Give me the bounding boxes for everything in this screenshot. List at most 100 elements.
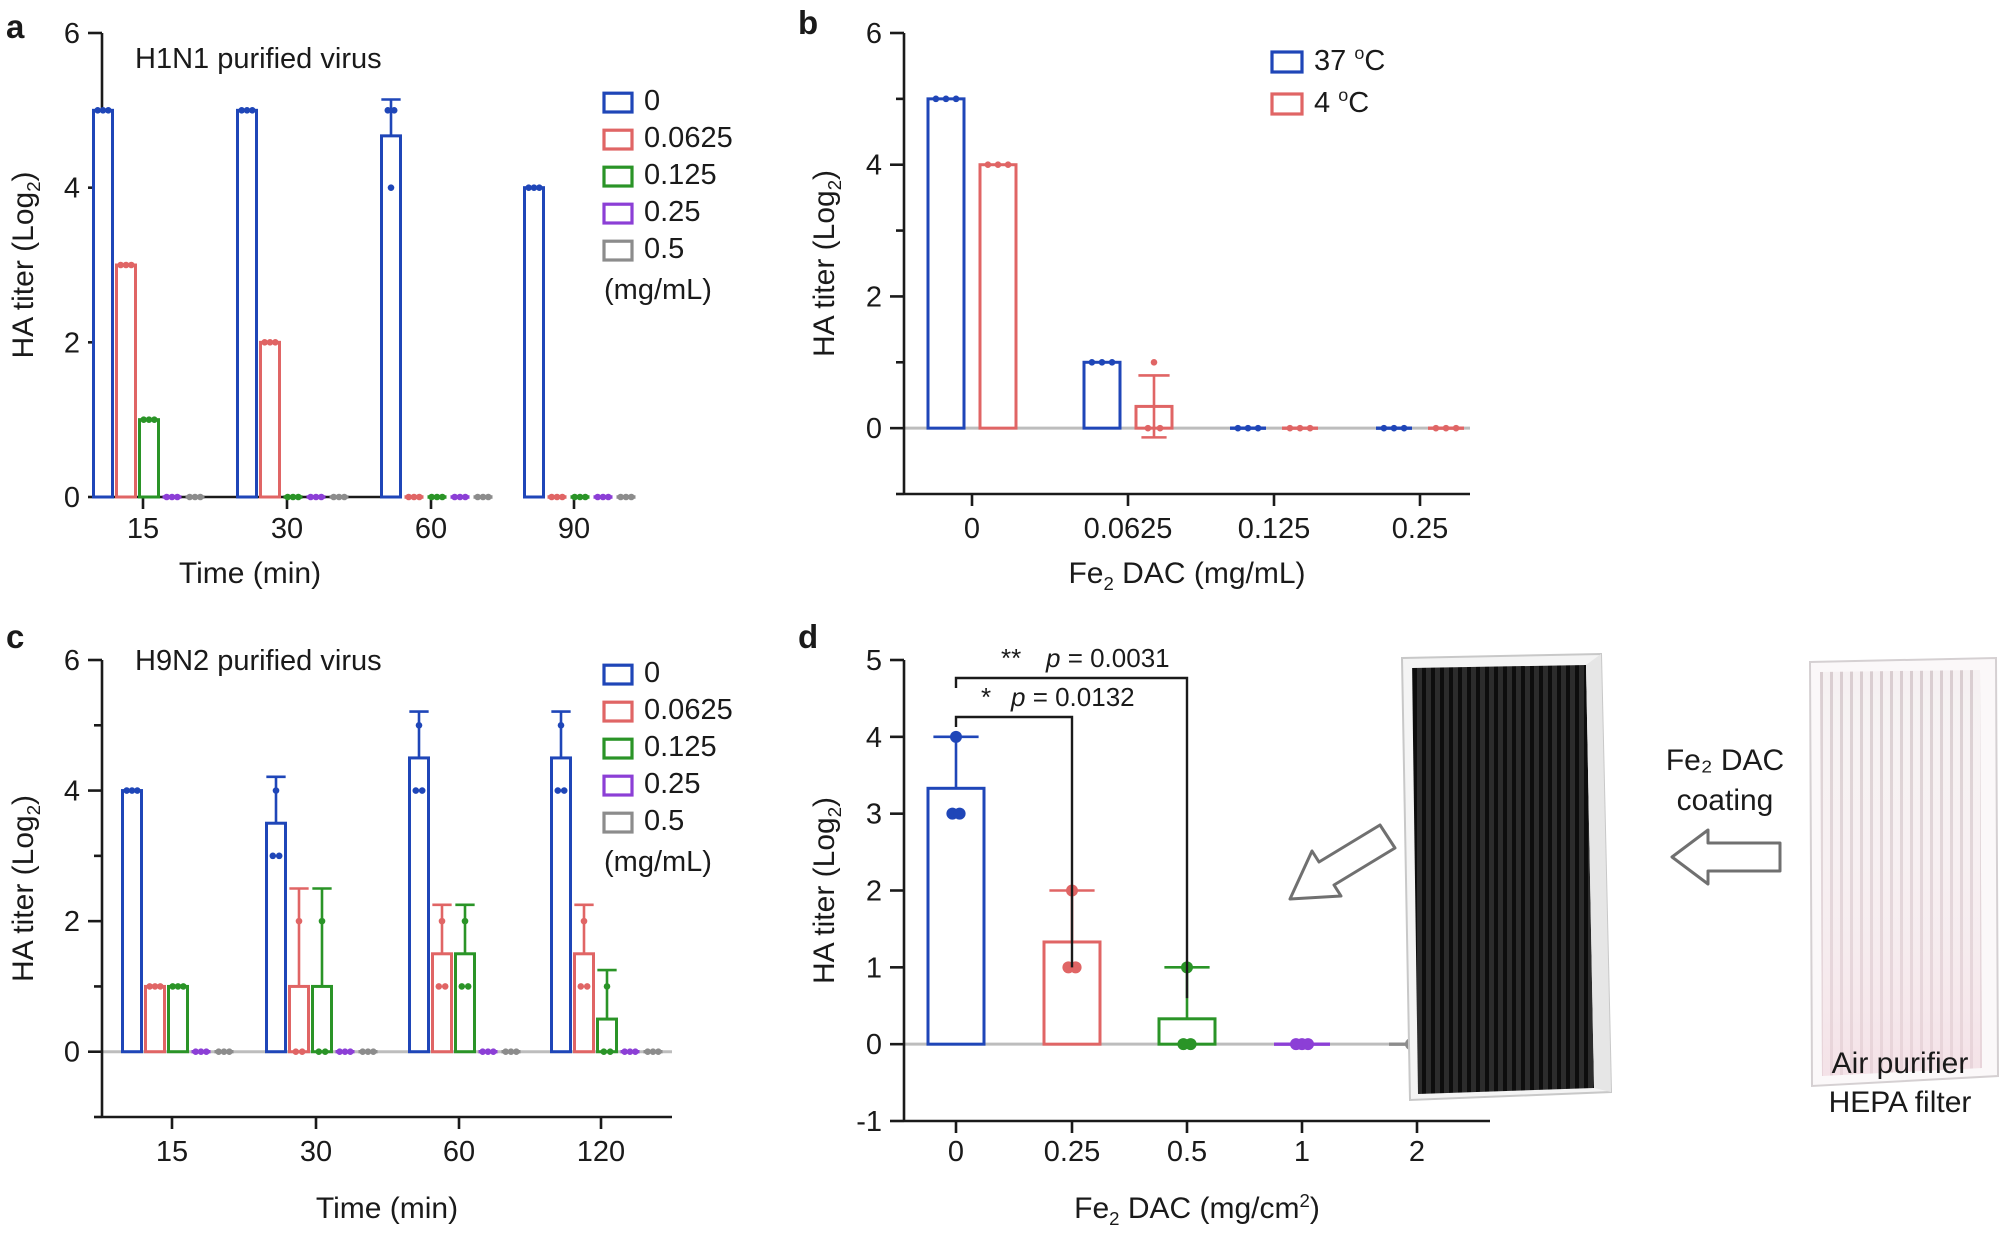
data-point <box>390 107 398 114</box>
data-point <box>336 1048 343 1056</box>
x-tick-label: 0 <box>964 513 980 545</box>
data-point <box>1400 424 1408 432</box>
data-point <box>655 1048 662 1056</box>
legend-label: 0.125 <box>644 731 717 763</box>
y-tick-label: -1 <box>856 1106 882 1138</box>
data-point <box>1380 424 1388 432</box>
y-axis-label: HA titer (Log2) <box>808 797 845 984</box>
legend-swatch <box>1270 92 1304 116</box>
bar <box>454 952 476 1054</box>
legend-swatch <box>602 811 634 834</box>
data-point <box>576 493 584 501</box>
data-point <box>953 807 966 820</box>
data-point <box>458 983 466 990</box>
y-tick-label: 4 <box>866 722 882 754</box>
legend-label: 4 oC <box>1314 85 1369 119</box>
data-point <box>415 721 423 729</box>
significance-bracket <box>954 676 1189 999</box>
bar <box>265 821 287 1054</box>
p-value-label: p = 0.0132 <box>1010 682 1135 712</box>
data-point <box>474 493 481 501</box>
data-point <box>163 493 170 501</box>
legend-label: 0.25 <box>644 196 700 228</box>
data-point <box>275 852 283 860</box>
data-point <box>169 983 176 990</box>
bar <box>573 952 595 1054</box>
data-point <box>451 493 458 501</box>
data-point <box>1432 424 1440 432</box>
data-point <box>428 493 435 501</box>
data-point <box>197 1048 205 1056</box>
data-point <box>632 1048 639 1056</box>
y-tick-label: 0 <box>866 413 882 445</box>
x-tick-label: 0 <box>948 1136 964 1168</box>
data-point <box>571 493 578 501</box>
x-tick-label: 0.25 <box>1392 513 1448 545</box>
data-point <box>464 983 472 990</box>
data-point <box>462 493 469 501</box>
hepa-caption-line1: Air purifier <box>1832 1047 1969 1080</box>
significance-stars: * <box>981 682 991 712</box>
data-point <box>456 493 464 501</box>
arrow-label-line1: Fe₂ DAC <box>1666 744 1784 777</box>
y-tick-label: 1 <box>866 952 882 984</box>
significance-bracket <box>954 715 1074 968</box>
data-point <box>559 493 566 501</box>
data-point <box>1254 424 1262 432</box>
x-tick-label: 1 <box>1294 1136 1310 1168</box>
data-point <box>438 917 446 925</box>
data-point <box>151 416 158 423</box>
data-point <box>479 1048 486 1056</box>
data-point <box>490 1048 497 1056</box>
data-point <box>628 493 635 501</box>
legend-swatch <box>1270 50 1304 74</box>
data-point <box>1442 424 1450 432</box>
data-point <box>94 107 101 114</box>
data-point <box>1144 424 1152 432</box>
bar <box>236 108 258 499</box>
data-point <box>203 1048 210 1056</box>
y-tick-label: 0 <box>866 1029 882 1061</box>
data-point <box>439 493 446 501</box>
data-point <box>168 493 176 501</box>
coated-to-chart-arrow <box>1288 823 1397 901</box>
bar <box>978 163 1018 430</box>
x-tick-label: 120 <box>577 1136 625 1168</box>
data-point <box>295 493 302 501</box>
data-point <box>197 493 204 501</box>
x-tick-label: 30 <box>271 513 303 545</box>
data-point <box>364 1048 372 1056</box>
data-point <box>289 493 297 501</box>
bar <box>144 984 166 1054</box>
y-tick-label: 6 <box>866 18 882 50</box>
data-point <box>105 107 112 114</box>
data-point <box>266 339 274 346</box>
y-tick-label: 4 <box>64 776 80 808</box>
y-axis-label: HA titer (Log2) <box>7 795 44 982</box>
panel-letter-b: b <box>798 4 818 41</box>
data-point <box>292 1048 300 1056</box>
y-tick-label: 2 <box>64 327 80 359</box>
data-point <box>174 493 181 501</box>
data-point <box>298 1048 306 1056</box>
data-point <box>577 983 585 990</box>
bar <box>596 1017 618 1054</box>
data-point <box>117 261 124 269</box>
bar <box>550 756 572 1054</box>
x-axis-label: Time (min) <box>316 1192 458 1225</box>
bar <box>431 952 453 1054</box>
y-tick-label: 2 <box>866 876 882 908</box>
data-point <box>410 493 418 501</box>
data-point <box>1108 358 1116 366</box>
x-tick-label: 2 <box>1409 1136 1425 1168</box>
hepa-caption-line2: HEPA filter <box>1829 1086 1972 1119</box>
data-point <box>536 184 543 191</box>
data-point <box>1184 1038 1197 1051</box>
data-point <box>341 1048 349 1056</box>
y-tick-label: 6 <box>64 18 80 50</box>
data-point <box>284 493 291 501</box>
x-tick-label: 60 <box>415 513 447 545</box>
data-point <box>405 493 412 501</box>
chart-title: H9N2 purified virus <box>135 645 382 677</box>
significance-stars: ** <box>1001 643 1021 673</box>
